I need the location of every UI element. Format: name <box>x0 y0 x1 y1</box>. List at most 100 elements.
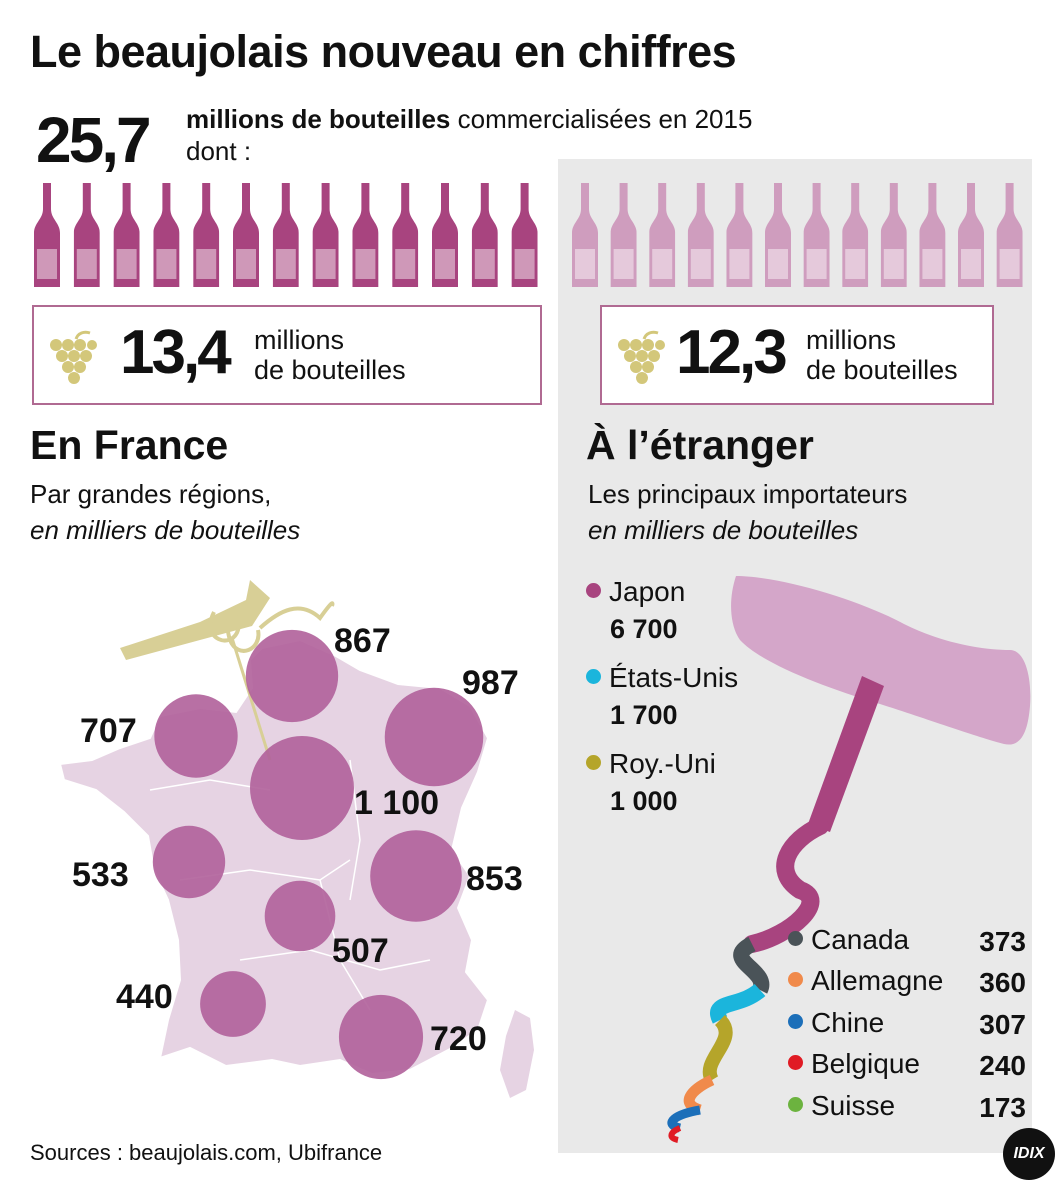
grape-icon <box>618 330 665 384</box>
importer-name: Roy.-Uni <box>609 748 716 779</box>
corsica-map <box>500 1010 534 1098</box>
region-bubble <box>370 830 462 922</box>
abroad-subtitle-2: en milliers de bouteilles <box>588 512 858 548</box>
importer-japon: Japon <box>586 576 685 608</box>
importer-value: 360 <box>979 967 1026 998</box>
importer-etats-unis: États-Unis <box>586 662 738 694</box>
bottle-label <box>514 249 535 279</box>
bottle-label <box>474 249 495 279</box>
france-total-value: 13,4 <box>120 318 232 387</box>
wine-bottle-icon <box>312 183 339 287</box>
region-bubble <box>245 629 339 723</box>
importer-value: 173 <box>979 1092 1026 1123</box>
importer-name: Japon <box>609 576 686 607</box>
bottle-label <box>395 249 416 279</box>
wine-bottle-icon <box>471 183 498 287</box>
total-caption: millions de bouteilles commercialisées e… <box>186 104 752 135</box>
legend-dot <box>788 931 803 946</box>
importer-name: États-Unis <box>609 662 739 693</box>
ribbon-decoration <box>120 580 335 761</box>
region-value-label: 507 <box>332 932 389 970</box>
wine-bottle-icon <box>432 183 458 287</box>
region-value-label: 533 <box>72 856 129 894</box>
legend-dot <box>788 972 803 987</box>
bottle-label <box>116 249 137 279</box>
france-title: En France <box>30 422 229 468</box>
wine-bottle-icon <box>34 183 60 287</box>
wine-bottle-icon <box>272 183 299 287</box>
sources: Sources : beaujolais.com, Ubifrance <box>30 1140 383 1165</box>
wine-bottle-icon <box>73 183 100 287</box>
region-bubbles <box>152 629 484 1080</box>
wine-bottle-icon <box>511 183 538 287</box>
bottle-label <box>435 249 455 279</box>
france-subtitle-unit: en milliers de bouteilles <box>30 515 301 545</box>
wine-bottle-icon <box>392 183 419 287</box>
region-bubble <box>250 736 354 840</box>
region-bubble <box>200 971 266 1037</box>
abroad-subtitle-1: Les principaux importateurs <box>588 479 908 509</box>
importer-value: 1 000 <box>610 786 678 816</box>
region-bubble <box>152 825 226 899</box>
region-value-label: 707 <box>80 712 137 750</box>
bottle-label <box>156 249 177 279</box>
wine-bottle-icon <box>233 183 259 287</box>
publisher-logo: IDIX <box>1003 1128 1055 1180</box>
legend-dot <box>586 755 601 770</box>
total-caption-2: dont : <box>186 136 252 166</box>
france-total-box: 13,4 millions de bouteilles <box>32 305 542 405</box>
france-subtitle-1: Par grandes régions, <box>30 479 272 509</box>
importer-canada: Canada <box>788 924 909 956</box>
france-subtitle-2: en milliers de bouteilles <box>30 512 300 548</box>
importer-roy-uni: Roy.-Uni <box>586 748 716 780</box>
page-title: Le beaujolais nouveau en chiffres <box>30 26 737 77</box>
importer-name: Canada <box>811 924 910 955</box>
bottle-label <box>315 249 336 279</box>
bottle-label <box>196 249 217 279</box>
wine-bottle-icon <box>193 183 220 287</box>
importer-chine: Chine <box>788 1007 884 1039</box>
importer-value: 6 700 <box>610 614 678 644</box>
region-value-label: 720 <box>430 1020 487 1058</box>
importer-belgique: Belgique <box>788 1048 920 1080</box>
region-value-label: 867 <box>334 622 391 660</box>
region-bubble <box>154 694 238 778</box>
importer-value: 373 <box>979 926 1026 957</box>
region-value-label: 987 <box>462 664 519 702</box>
importer-value: 1 700 <box>610 700 678 730</box>
wine-bottle-icon <box>352 183 379 287</box>
legend-dot <box>788 1097 803 1112</box>
total-unit: millions de bouteilles <box>186 104 451 134</box>
abroad-total-box: 12,3 millions de bouteilles <box>600 305 994 405</box>
importer-name: Allemagne <box>811 965 944 996</box>
region-bubble <box>264 880 336 952</box>
region-value-label: 440 <box>116 978 173 1016</box>
region-bubble <box>338 994 424 1080</box>
wine-bottle-icon <box>153 183 180 287</box>
legend-dot <box>586 669 601 684</box>
abroad-total-unit-2: de bouteilles <box>806 355 958 385</box>
importer-value: 307 <box>979 1009 1026 1040</box>
importer-name: Suisse <box>811 1090 896 1121</box>
abroad-subtitle-unit: en milliers de bouteilles <box>588 515 859 545</box>
importer-name: Belgique <box>811 1048 920 1079</box>
importer-allemagne: Allemagne <box>788 965 943 997</box>
bottle-label <box>76 249 97 279</box>
total-unit-rest: commercialisées en 2015 <box>450 104 753 134</box>
total-value: 25,7 <box>36 104 152 176</box>
abroad-total-value: 12,3 <box>676 318 788 387</box>
legend-dot <box>788 1014 803 1029</box>
abroad-total-unit-1: millions <box>806 325 897 355</box>
legend-dot <box>788 1055 803 1070</box>
grape-icon <box>50 330 97 384</box>
importer-name: Chine <box>811 1007 885 1038</box>
importer-value: 240 <box>979 1050 1026 1081</box>
wine-bottle-icon <box>113 183 140 287</box>
bottle-label <box>355 249 376 279</box>
importer-suisse: Suisse <box>788 1090 895 1122</box>
france-total-unit-2: de bouteilles <box>254 355 406 385</box>
bottle-label <box>236 249 256 279</box>
abroad-title: À l’étranger <box>586 422 814 468</box>
france-total-unit-1: millions <box>254 325 345 355</box>
region-value-label: 853 <box>466 860 523 898</box>
